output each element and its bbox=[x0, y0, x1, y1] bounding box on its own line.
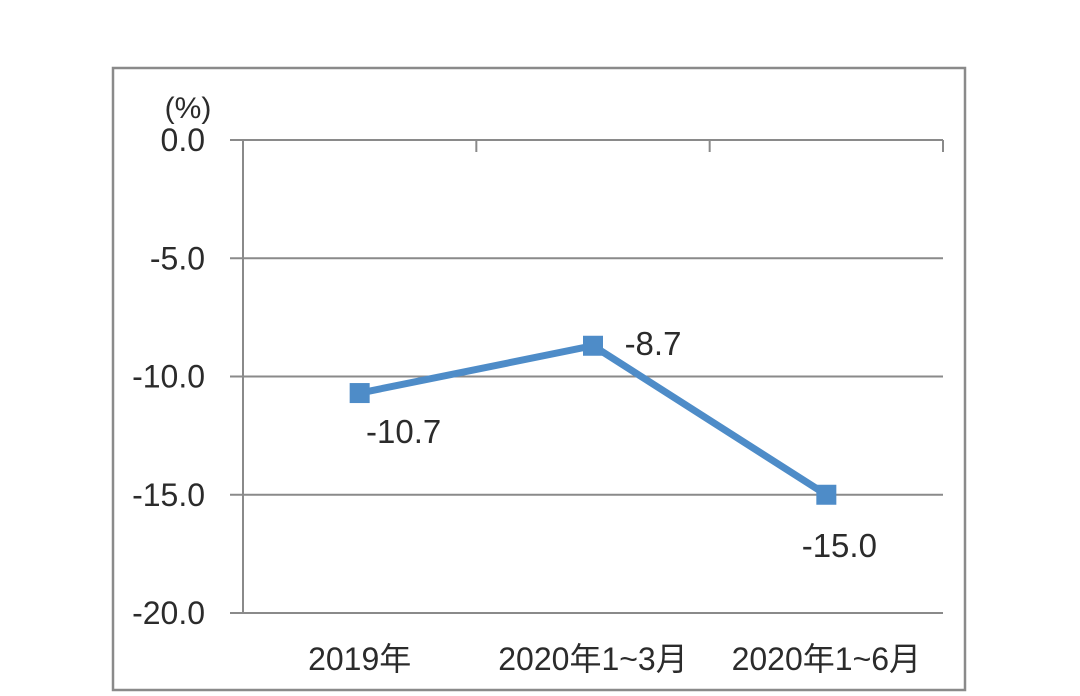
data-point-marker bbox=[583, 335, 603, 356]
y-tick-label: 0.0 bbox=[161, 122, 205, 158]
data-label: -8.7 bbox=[625, 325, 682, 362]
chart-border bbox=[111, 66, 967, 692]
y-tick-label: -15.0 bbox=[132, 477, 205, 513]
data-point-marker bbox=[816, 484, 837, 505]
data-point-marker bbox=[349, 383, 370, 404]
y-tick-label: -20.0 bbox=[132, 595, 205, 631]
x-category-label: 2020年1~3月 bbox=[498, 641, 687, 677]
data-label: -10.7 bbox=[366, 413, 441, 450]
x-category-label: 2019年 bbox=[308, 641, 411, 677]
x-category-label: 2020年1~6月 bbox=[732, 641, 921, 677]
y-tick-label: -5.0 bbox=[150, 240, 205, 276]
y-axis-unit-label: (%) bbox=[165, 92, 212, 125]
y-tick-label: -10.0 bbox=[132, 359, 205, 395]
data-label: -15.0 bbox=[802, 527, 877, 564]
